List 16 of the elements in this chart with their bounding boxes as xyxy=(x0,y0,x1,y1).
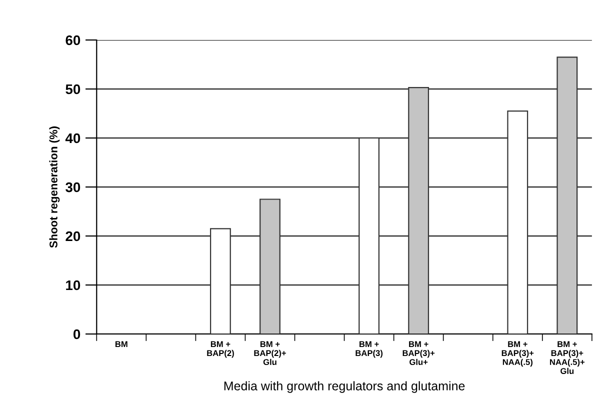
y-tick-label: 30 xyxy=(66,182,80,192)
x-tick-label: BM + BAP(2) xyxy=(207,341,234,358)
y-tick-label: 40 xyxy=(65,133,80,144)
x-tick-label: BM + BAP(3)+ Glu+ xyxy=(402,341,435,366)
x-tick-label: BM + BAP(3)+ NAA(.5) xyxy=(502,341,534,367)
x-tick-label: BM + BAP(3)+ NAA(.5)+ Glu xyxy=(550,341,585,374)
y-tick-label: 10 xyxy=(66,280,80,290)
x-tick-label: BM + BAP(2)+ Glu xyxy=(254,341,286,366)
x-axis-title: Media with growth regulators and glutamine xyxy=(224,381,465,393)
y-axis-title: Shoot regeneration (%) xyxy=(49,126,60,248)
y-tick-label: 50 xyxy=(66,84,80,94)
x-tick-label: BM xyxy=(115,341,128,347)
y-tick-label: 60 xyxy=(66,35,80,46)
y-tick-label: 0 xyxy=(73,329,80,340)
x-tick-label: BM + BAP(3) xyxy=(356,341,383,358)
y-tick-label: 20 xyxy=(66,231,80,242)
